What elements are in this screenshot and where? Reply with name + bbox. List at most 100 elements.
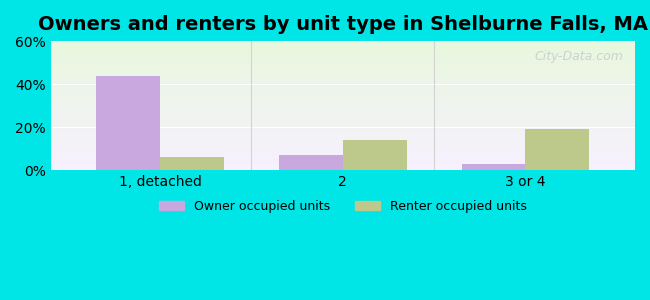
Bar [51, 137, 635, 138]
Bar [51, 128, 635, 129]
Bar [51, 83, 635, 84]
Bar [51, 62, 635, 63]
Bar [51, 52, 635, 53]
Bar [51, 144, 635, 145]
Bar [51, 63, 635, 64]
Bar [51, 132, 635, 133]
Bar [51, 73, 635, 74]
Bar [51, 65, 635, 66]
Bar [51, 93, 635, 94]
Bar [51, 81, 635, 82]
Bar [51, 108, 635, 109]
Bar [51, 79, 635, 80]
Bar [51, 166, 635, 167]
Bar [51, 97, 635, 98]
Bar [51, 75, 635, 76]
Bar [51, 51, 635, 52]
Bar [51, 58, 635, 59]
Bar [51, 86, 635, 87]
Bar [51, 90, 635, 91]
Bar [51, 69, 635, 70]
Bar [51, 43, 635, 44]
Bar [51, 77, 635, 78]
Bar [51, 163, 635, 164]
Bar [51, 76, 635, 77]
Bar [51, 126, 635, 127]
Bar [51, 74, 635, 75]
Bar [51, 116, 635, 117]
Bar [51, 149, 635, 150]
Bar [51, 169, 635, 170]
Bar [462, 164, 525, 170]
Bar [51, 46, 635, 47]
Bar [51, 106, 635, 107]
Bar [51, 143, 635, 144]
Bar [51, 72, 635, 73]
Bar [343, 140, 407, 170]
Bar [51, 135, 635, 136]
Bar [51, 99, 635, 100]
Bar [51, 158, 635, 159]
Bar [51, 164, 635, 165]
Bar [51, 110, 635, 111]
Bar [51, 85, 635, 86]
Bar [51, 113, 635, 114]
Bar [51, 105, 635, 106]
Bar [51, 84, 635, 85]
Bar [51, 120, 635, 121]
Bar [51, 156, 635, 157]
Bar [51, 107, 635, 108]
Bar [51, 157, 635, 158]
Bar [51, 55, 635, 56]
Bar [51, 146, 635, 147]
Bar [51, 47, 635, 48]
Bar [51, 96, 635, 97]
Bar [51, 150, 635, 151]
Bar [51, 60, 635, 61]
Bar [51, 131, 635, 132]
Bar [51, 159, 635, 160]
Bar [51, 136, 635, 137]
Bar [51, 112, 635, 113]
Bar [51, 123, 635, 124]
Bar [51, 41, 635, 42]
Bar [51, 129, 635, 130]
Bar [51, 148, 635, 149]
Bar [51, 140, 635, 141]
Bar [51, 92, 635, 93]
Bar [51, 114, 635, 115]
Bar [51, 153, 635, 154]
Title: Owners and renters by unit type in Shelburne Falls, MA: Owners and renters by unit type in Shelb… [38, 15, 648, 34]
Bar [51, 167, 635, 168]
Bar [51, 95, 635, 96]
Bar [51, 80, 635, 81]
Bar [51, 119, 635, 120]
Bar [51, 68, 635, 69]
Bar [51, 133, 635, 134]
Bar [525, 129, 590, 170]
Bar [51, 118, 635, 119]
Bar [51, 45, 635, 46]
Bar [51, 82, 635, 83]
Bar [51, 161, 635, 162]
Bar [51, 48, 635, 49]
Bar [51, 61, 635, 62]
Bar [51, 141, 635, 142]
Bar [51, 121, 635, 122]
Bar [51, 59, 635, 60]
Bar [51, 67, 635, 68]
Bar [51, 54, 635, 55]
Bar [51, 162, 635, 163]
Bar [51, 142, 635, 143]
Bar [51, 147, 635, 148]
Text: City-Data.com: City-Data.com [534, 50, 623, 63]
Bar [51, 138, 635, 139]
Bar [51, 151, 635, 152]
Bar [51, 102, 635, 103]
Bar [51, 88, 635, 89]
Bar [51, 98, 635, 99]
Bar [51, 66, 635, 67]
Bar [51, 49, 635, 50]
Bar [51, 154, 635, 155]
Bar [96, 76, 160, 170]
